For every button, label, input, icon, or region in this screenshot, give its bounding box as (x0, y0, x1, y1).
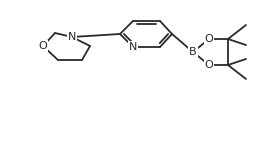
Text: O: O (205, 34, 213, 44)
Text: O: O (39, 41, 47, 51)
Text: N: N (68, 32, 76, 42)
Text: O: O (205, 60, 213, 70)
Text: B: B (189, 47, 197, 57)
Text: N: N (129, 42, 137, 52)
